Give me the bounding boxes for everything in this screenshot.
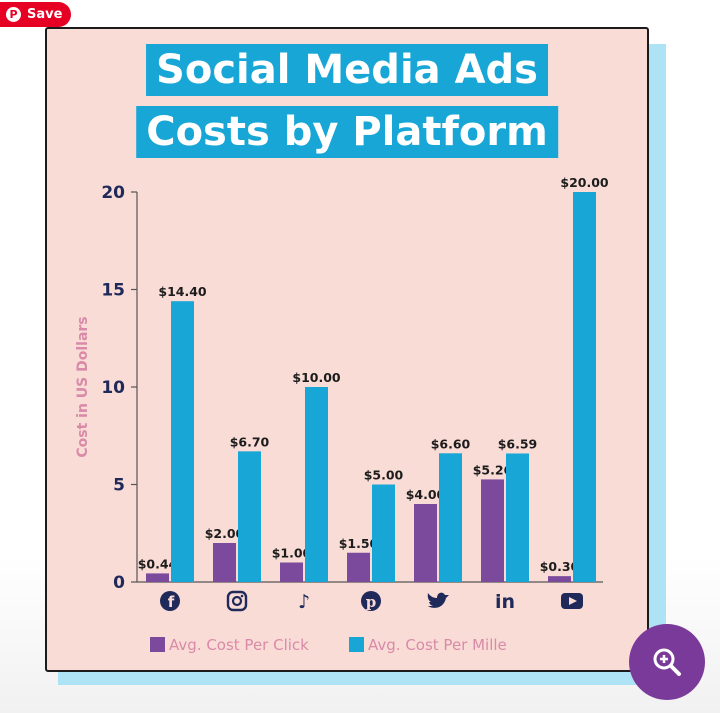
- bar-cpm: [439, 453, 462, 582]
- svg-text:in: in: [495, 591, 515, 613]
- bar-cpc: [414, 504, 437, 582]
- infographic-card: Social Media Ads Costs by Platform 0 5 10 1…: [45, 27, 649, 672]
- pinterest-icon: P: [6, 7, 21, 22]
- zoom-button[interactable]: [629, 624, 705, 700]
- data-label: $14.40: [158, 284, 207, 299]
- bar-chart: 0 5 10 15 20 Cost in US Dollars $0.44 $14.40 f $2…: [75, 175, 609, 654]
- data-label: $5.26: [473, 462, 513, 477]
- data-label: $4.00: [406, 487, 446, 502]
- save-button-label: Save: [27, 7, 63, 22]
- bar-cpm: [372, 484, 395, 582]
- legend-label: Avg. Cost Per Mille: [368, 636, 507, 654]
- save-button[interactable]: P Save: [0, 2, 71, 27]
- y-tick-label: 5: [113, 476, 125, 496]
- y-tick-label: 10: [101, 378, 125, 398]
- bar-cpc: [347, 552, 370, 582]
- chart-title-line-2: Costs by Platform: [136, 106, 558, 158]
- data-label: $0.30: [540, 559, 580, 574]
- y-tick-label: 0: [113, 573, 125, 593]
- legend-swatch: [150, 637, 165, 652]
- bar-cpc: [146, 573, 169, 582]
- bar-cpm: [506, 453, 529, 582]
- zoom-in-icon: [653, 648, 681, 676]
- linkedin-icon: in: [495, 591, 515, 613]
- data-label: $1.50: [339, 536, 379, 551]
- data-label: $0.44: [138, 556, 178, 571]
- svg-text:♪: ♪: [298, 591, 310, 613]
- data-label: $5.00: [364, 468, 404, 483]
- legend-swatch: [349, 637, 364, 652]
- data-label: $1.00: [272, 546, 312, 561]
- bar-cpm: [305, 387, 328, 582]
- twitter-icon: [427, 592, 449, 608]
- facebook-icon: f: [160, 591, 180, 611]
- chart-title-line-1: Social Media Ads: [146, 44, 548, 96]
- tiktok-icon: ♪: [298, 591, 310, 613]
- bar-cpc: [481, 479, 504, 582]
- data-label: $6.60: [431, 436, 471, 451]
- bar-cpm: [573, 192, 596, 582]
- bar-cpc: [548, 576, 571, 582]
- y-tick-label: 20: [101, 183, 125, 203]
- data-label: $2.00: [205, 526, 245, 541]
- y-tick-label: 15: [101, 281, 125, 301]
- svg-text:f: f: [168, 593, 175, 611]
- youtube-icon: [561, 593, 583, 609]
- pinterest-icon: p: [361, 591, 381, 611]
- data-label: $20.00: [560, 175, 609, 190]
- svg-text:p: p: [366, 593, 377, 611]
- data-label: $10.00: [292, 370, 341, 385]
- data-label: $6.70: [230, 434, 270, 449]
- y-axis-label: Cost in US Dollars: [75, 316, 91, 457]
- data-label: $6.59: [498, 436, 538, 451]
- bar-cpc: [280, 562, 303, 582]
- legend-label: Avg. Cost Per Click: [169, 636, 309, 654]
- instagram-icon: [226, 590, 248, 612]
- bar-cpm: [238, 451, 261, 582]
- bar-cpm: [171, 301, 194, 582]
- bar-cpc: [213, 543, 236, 582]
